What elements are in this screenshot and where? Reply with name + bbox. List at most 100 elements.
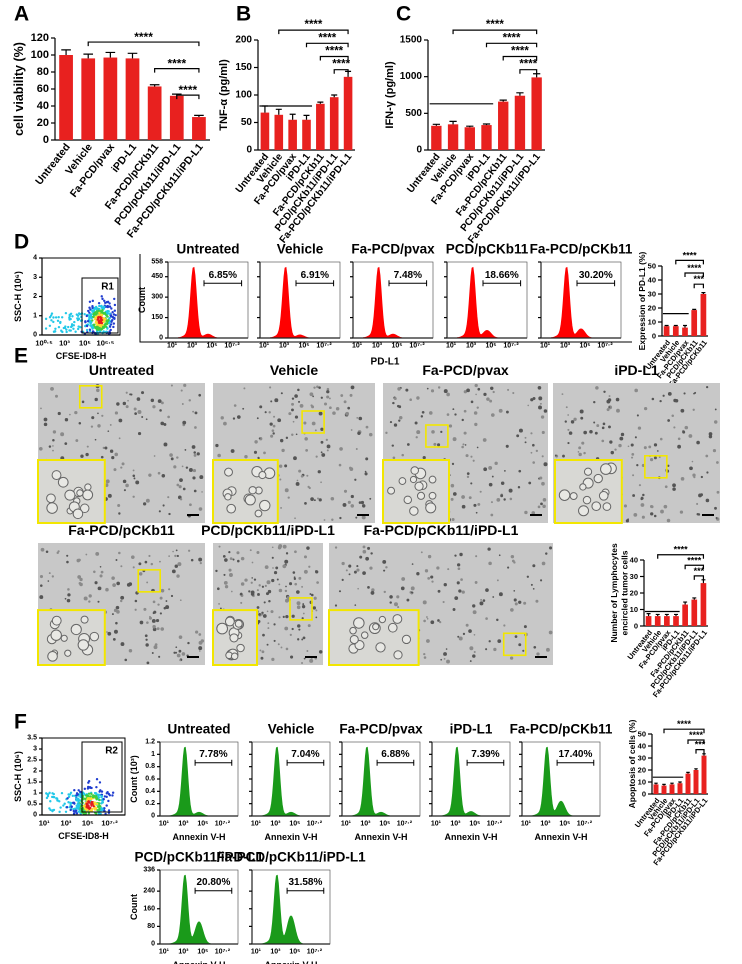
error-bar (127, 52, 138, 59)
histogram-title: Fa-PCD/pvax (351, 242, 435, 257)
x-tick-label: 10⁷·² (409, 343, 425, 350)
cell (148, 473, 152, 477)
scatter-dot (64, 311, 68, 315)
error-bar (275, 108, 282, 115)
cell (539, 476, 543, 480)
cell (264, 411, 267, 414)
scatter-dot (71, 315, 74, 318)
x-tick-label: 10⁷·² (316, 343, 332, 350)
cell (433, 442, 437, 446)
cell (457, 635, 460, 638)
y-tick-label: 500 (405, 108, 422, 119)
cell (568, 431, 573, 435)
cell-zoom (583, 467, 593, 476)
scatter-dot (50, 319, 53, 322)
gate-percent: 6.91% (301, 270, 329, 281)
cell (264, 584, 267, 587)
cell (292, 420, 295, 423)
histogram-frame (352, 261, 434, 339)
cell (616, 408, 620, 413)
cell (540, 415, 545, 419)
scatter-dot (95, 785, 98, 789)
cell (129, 393, 132, 396)
cell (514, 635, 518, 638)
cell (410, 586, 415, 591)
cell-zoom (349, 634, 359, 645)
cell (632, 474, 635, 477)
x-tick-label: 10³ (187, 343, 198, 350)
cell (67, 593, 71, 597)
cell (461, 495, 465, 499)
gate-percent: 20.80% (196, 877, 230, 888)
gate-bracket (194, 887, 233, 894)
significance-bracket (452, 29, 538, 35)
y-tick-label: 2 (33, 293, 37, 300)
x-tick-label: 10³ (540, 821, 551, 828)
cell (85, 452, 89, 457)
cell (285, 615, 289, 619)
scatter-dot (87, 812, 91, 815)
y-tick-label: 2.5 (27, 757, 37, 764)
x-tick-label: 10¹ (251, 821, 262, 828)
cell (528, 481, 532, 485)
cell (237, 415, 241, 419)
cell (159, 409, 162, 412)
scatter-dot (98, 311, 101, 315)
cell (289, 633, 292, 636)
cell (326, 390, 330, 394)
cell (523, 601, 527, 605)
cell (149, 615, 151, 618)
cell (672, 483, 676, 488)
cell (292, 571, 296, 574)
bar (669, 784, 675, 794)
cell (365, 556, 370, 561)
cell (329, 406, 332, 410)
scatter-dot (89, 315, 92, 319)
y-tick-label: 0 (43, 134, 49, 146)
cell (123, 489, 126, 492)
y-axis-label: cell viability (%) (12, 42, 26, 136)
cell (716, 461, 719, 464)
cell (465, 623, 469, 627)
gate-bracket (556, 759, 595, 766)
cell (493, 647, 497, 652)
cell (489, 399, 493, 403)
scatter-dot (113, 303, 117, 307)
cell (218, 545, 221, 548)
cell (318, 498, 322, 502)
cell (461, 445, 464, 449)
cell (365, 425, 369, 429)
scatter-dot (91, 310, 94, 313)
cell (40, 547, 45, 552)
cell (293, 577, 297, 581)
cell (224, 558, 228, 562)
cell (192, 410, 195, 413)
cell (120, 599, 123, 603)
cell (463, 409, 467, 413)
cell (318, 386, 321, 389)
cell-zoom (428, 475, 437, 484)
cell (595, 386, 599, 390)
cell (393, 423, 398, 427)
scatter-dot (68, 805, 71, 809)
cell-zoom (254, 509, 263, 518)
cell (289, 582, 293, 586)
scatter-dot (55, 797, 58, 800)
scatter-dot (98, 807, 101, 810)
cell (458, 636, 463, 641)
cell (294, 582, 298, 586)
cell (94, 438, 97, 441)
cell (228, 573, 233, 577)
cell (297, 388, 300, 392)
cell (279, 478, 282, 481)
cell (538, 396, 543, 401)
scatter-dot (107, 319, 110, 322)
bar (653, 784, 659, 794)
cell-zoom (258, 471, 267, 480)
cell (623, 504, 627, 508)
cell (199, 475, 204, 480)
x-tick-label: 10³ (360, 821, 371, 828)
cell (250, 581, 253, 584)
x-tick-label: 10⁵ (82, 819, 94, 828)
cell (137, 431, 142, 436)
